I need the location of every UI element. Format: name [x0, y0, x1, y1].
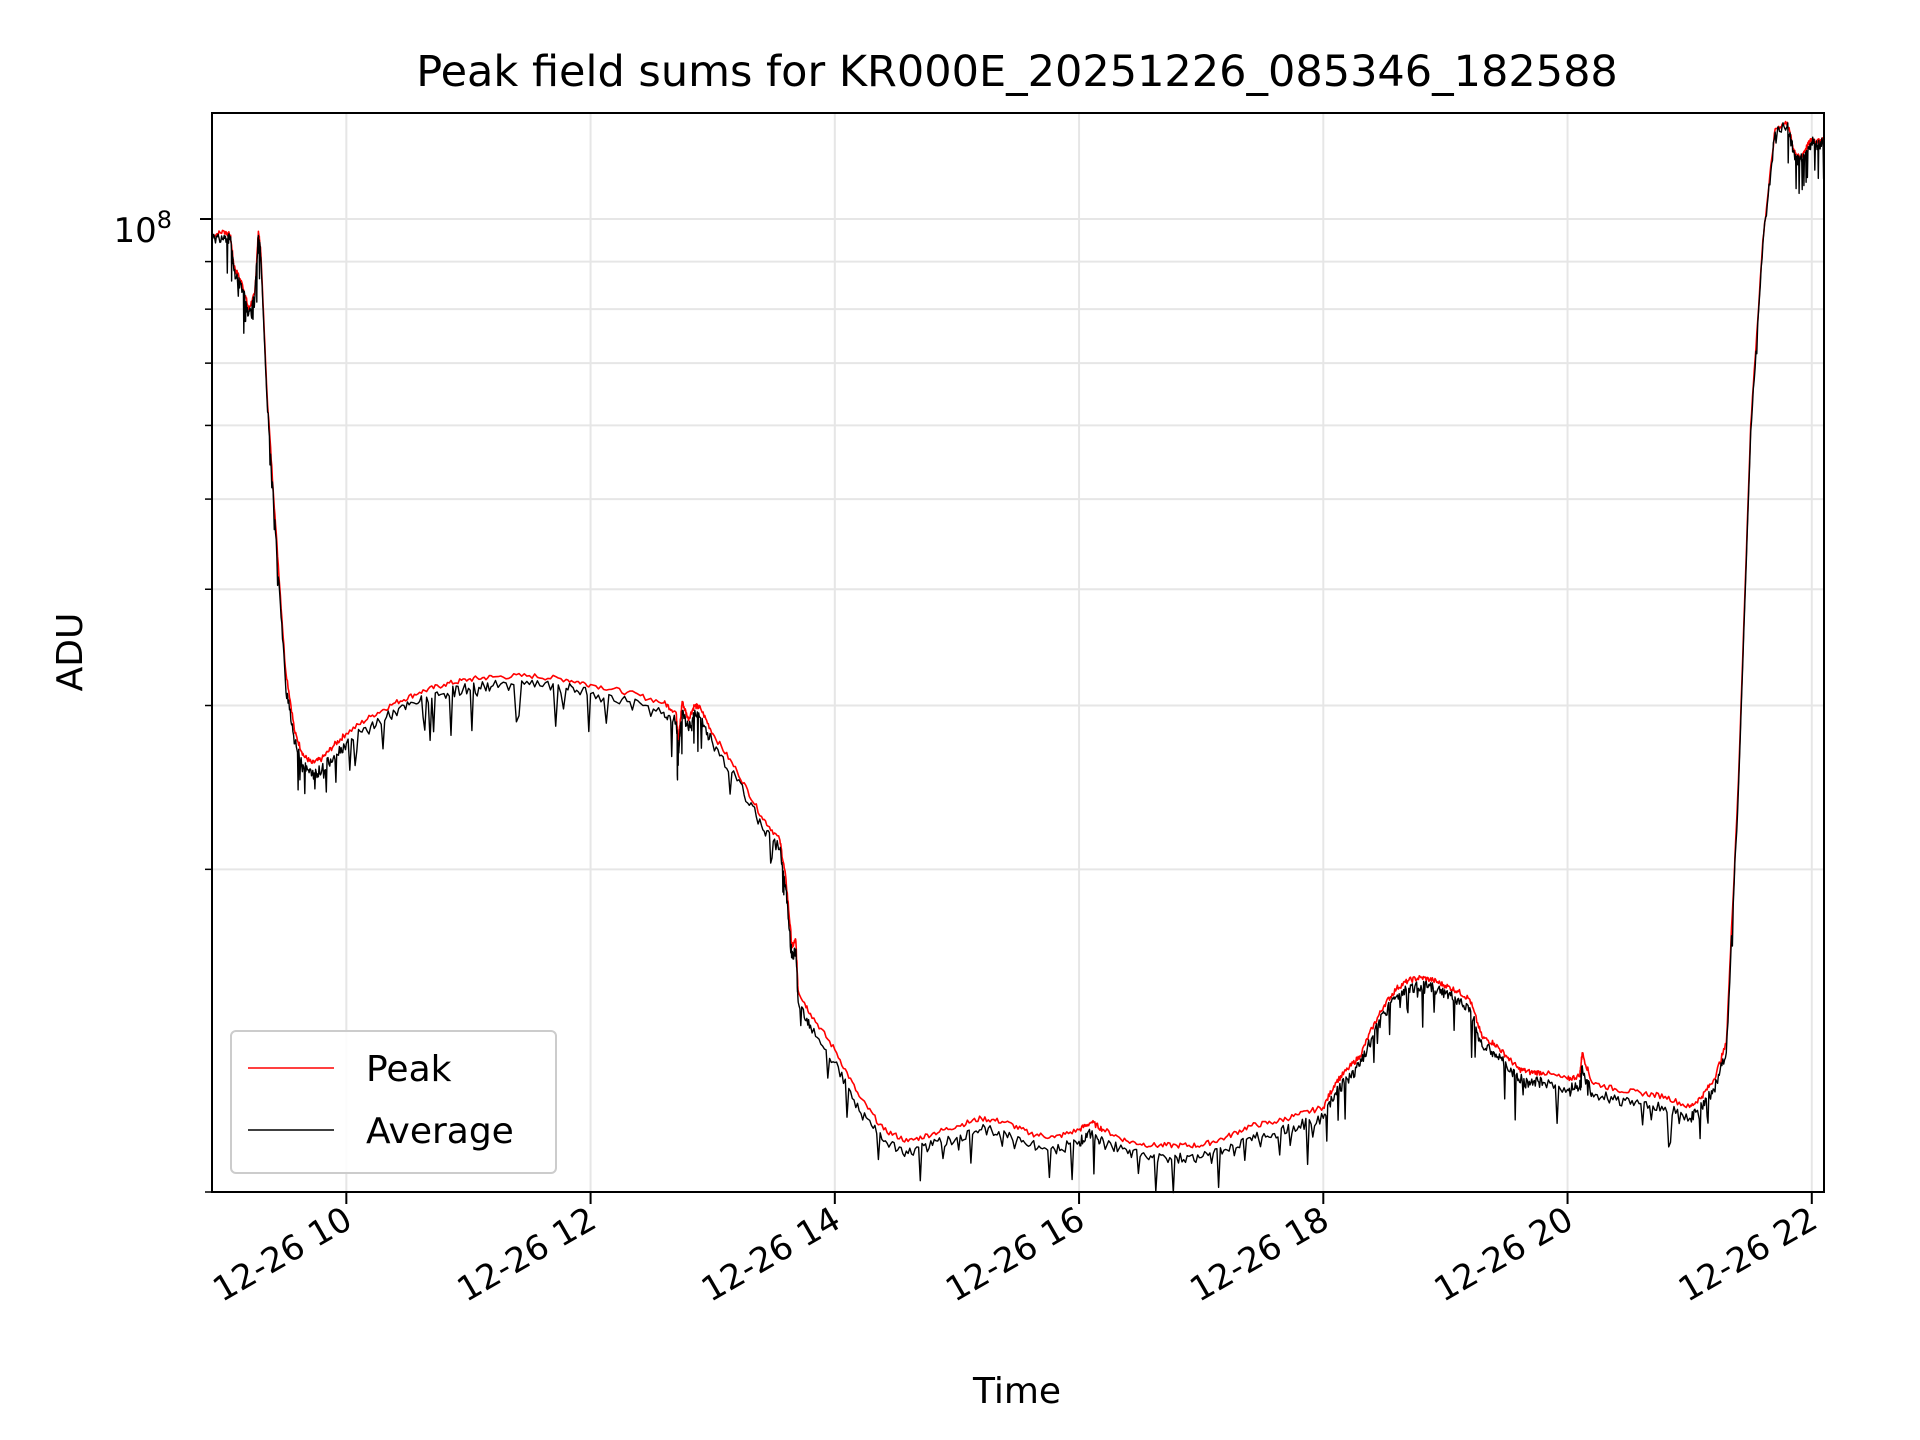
grid [212, 113, 1824, 1193]
plot-frame [211, 112, 1825, 1193]
y-axis: 108 [113, 206, 212, 1193]
y-tick-exponent: 8 [157, 206, 172, 234]
y-tick-label-1e8: 108 [113, 206, 172, 251]
legend-label-average: Average [366, 1111, 514, 1152]
chart-title: Peak field sums for KR000E_20251226_0853… [416, 47, 1618, 97]
legend-label-peak: Peak [366, 1049, 452, 1090]
legend: Peak Average [230, 1030, 557, 1174]
y-axis-label: ADU [50, 613, 91, 692]
legend-box [230, 1030, 557, 1174]
series-group [211, 120, 1825, 1194]
series-line-average [211, 122, 1825, 1194]
y-tick-base: 10 [113, 211, 156, 251]
series-line-peak [211, 120, 1825, 1149]
x-axis-label: Time [972, 1371, 1061, 1412]
